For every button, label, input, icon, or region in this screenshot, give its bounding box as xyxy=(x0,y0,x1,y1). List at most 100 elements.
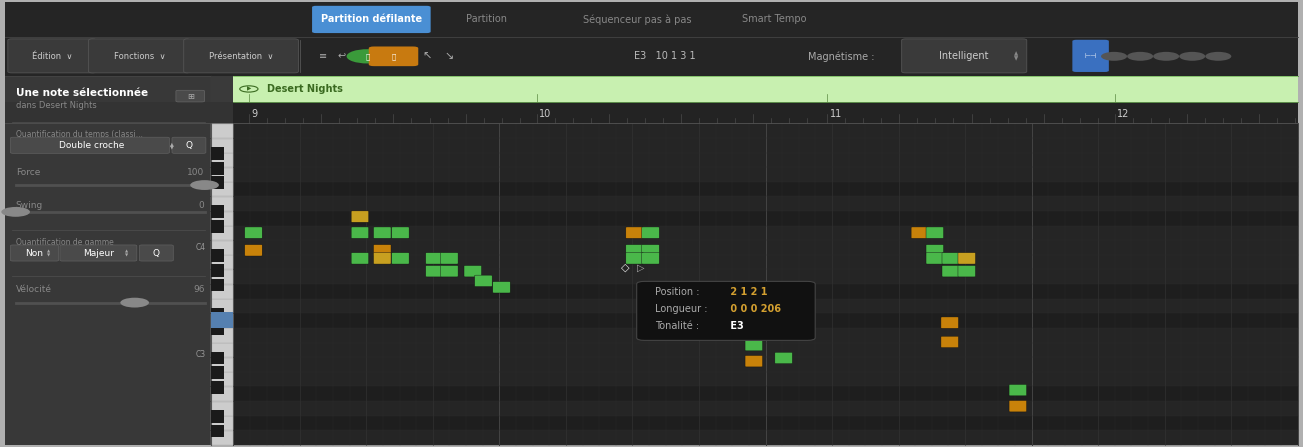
Text: C3: C3 xyxy=(195,350,206,359)
Bar xyxy=(211,351,224,364)
FancyBboxPatch shape xyxy=(139,245,173,261)
Text: Intelligent: Intelligent xyxy=(939,51,989,61)
Circle shape xyxy=(190,180,219,190)
Bar xyxy=(211,226,233,240)
Text: ▷: ▷ xyxy=(637,262,645,272)
FancyBboxPatch shape xyxy=(369,46,418,66)
Bar xyxy=(5,76,211,445)
Text: Fonctions  ∨: Fonctions ∨ xyxy=(113,52,165,61)
Bar xyxy=(211,278,224,291)
Bar xyxy=(233,255,1298,270)
Bar xyxy=(211,425,224,438)
Bar xyxy=(233,270,1298,284)
Text: ▼: ▼ xyxy=(171,144,173,150)
FancyBboxPatch shape xyxy=(392,253,409,264)
FancyBboxPatch shape xyxy=(941,336,959,348)
Bar xyxy=(233,372,1298,386)
FancyBboxPatch shape xyxy=(493,282,511,293)
Bar xyxy=(233,152,1298,167)
FancyBboxPatch shape xyxy=(176,90,205,102)
Text: 9: 9 xyxy=(251,109,258,119)
Bar xyxy=(211,387,233,401)
FancyBboxPatch shape xyxy=(926,227,943,238)
Bar xyxy=(211,249,224,262)
Text: dans Desert Nights: dans Desert Nights xyxy=(16,101,96,110)
Bar xyxy=(233,123,1298,138)
Bar xyxy=(233,226,1298,240)
FancyBboxPatch shape xyxy=(8,39,96,73)
FancyBboxPatch shape xyxy=(625,227,644,238)
Bar xyxy=(233,167,1298,182)
Text: 🎵: 🎵 xyxy=(365,53,370,59)
Bar xyxy=(211,123,233,445)
FancyBboxPatch shape xyxy=(942,253,959,264)
FancyBboxPatch shape xyxy=(311,6,430,33)
Text: ↖: ↖ xyxy=(422,51,433,61)
Text: Tonalité :: Tonalité : xyxy=(655,321,698,331)
Text: ↘: ↘ xyxy=(444,51,455,61)
Text: Longueur :: Longueur : xyxy=(655,304,708,314)
FancyBboxPatch shape xyxy=(902,39,1027,73)
FancyBboxPatch shape xyxy=(625,245,644,256)
FancyBboxPatch shape xyxy=(10,245,59,261)
FancyBboxPatch shape xyxy=(392,227,409,238)
Bar xyxy=(233,211,1298,226)
Text: 10: 10 xyxy=(539,109,551,119)
Circle shape xyxy=(1205,52,1231,61)
Text: Swing: Swing xyxy=(16,201,43,210)
Bar xyxy=(211,285,233,299)
Bar xyxy=(211,197,233,211)
Text: ▲: ▲ xyxy=(171,141,173,146)
Text: Majeur: Majeur xyxy=(83,249,113,257)
FancyBboxPatch shape xyxy=(941,317,959,329)
FancyBboxPatch shape xyxy=(666,291,684,303)
FancyBboxPatch shape xyxy=(642,227,659,238)
FancyBboxPatch shape xyxy=(942,266,959,277)
Bar xyxy=(233,357,1298,372)
Bar xyxy=(211,206,224,218)
FancyBboxPatch shape xyxy=(352,227,369,238)
Circle shape xyxy=(1153,52,1179,61)
Text: 96: 96 xyxy=(193,285,205,294)
FancyBboxPatch shape xyxy=(245,227,262,238)
Bar xyxy=(5,2,1298,37)
Text: Séquenceur pas à pas: Séquenceur pas à pas xyxy=(582,14,692,25)
FancyBboxPatch shape xyxy=(958,266,976,277)
Text: 12: 12 xyxy=(1117,109,1130,119)
FancyBboxPatch shape xyxy=(440,266,459,277)
FancyBboxPatch shape xyxy=(625,253,644,264)
FancyBboxPatch shape xyxy=(722,307,739,319)
Text: Force: Force xyxy=(16,168,40,177)
Circle shape xyxy=(1179,52,1205,61)
Text: ▲: ▲ xyxy=(125,249,128,253)
Bar xyxy=(5,102,233,123)
FancyBboxPatch shape xyxy=(474,275,493,287)
FancyBboxPatch shape xyxy=(1072,40,1109,72)
Bar xyxy=(233,328,1298,342)
Text: ▼: ▼ xyxy=(1014,56,1019,61)
Text: 100: 100 xyxy=(188,168,205,177)
Bar xyxy=(211,241,233,255)
Bar xyxy=(211,410,224,423)
Text: 🔗: 🔗 xyxy=(391,53,396,59)
Text: E3: E3 xyxy=(727,321,743,331)
FancyBboxPatch shape xyxy=(745,339,762,351)
Text: ▲: ▲ xyxy=(1014,51,1019,57)
Bar xyxy=(211,182,233,196)
FancyBboxPatch shape xyxy=(426,266,443,277)
Text: ⊞: ⊞ xyxy=(186,92,194,101)
Text: ↩: ↩ xyxy=(337,51,345,61)
Bar xyxy=(211,255,233,270)
Text: 11: 11 xyxy=(830,109,842,119)
Text: 0 0 0 206: 0 0 0 206 xyxy=(727,304,780,314)
Text: Partition défilante: Partition défilante xyxy=(321,14,422,25)
FancyBboxPatch shape xyxy=(184,39,298,73)
FancyBboxPatch shape xyxy=(464,266,482,277)
FancyBboxPatch shape xyxy=(926,245,943,256)
Bar xyxy=(211,416,233,430)
Text: ▼: ▼ xyxy=(125,254,128,257)
Bar xyxy=(233,342,1298,357)
FancyBboxPatch shape xyxy=(352,253,369,264)
FancyBboxPatch shape xyxy=(958,253,976,264)
Bar xyxy=(5,37,1298,76)
